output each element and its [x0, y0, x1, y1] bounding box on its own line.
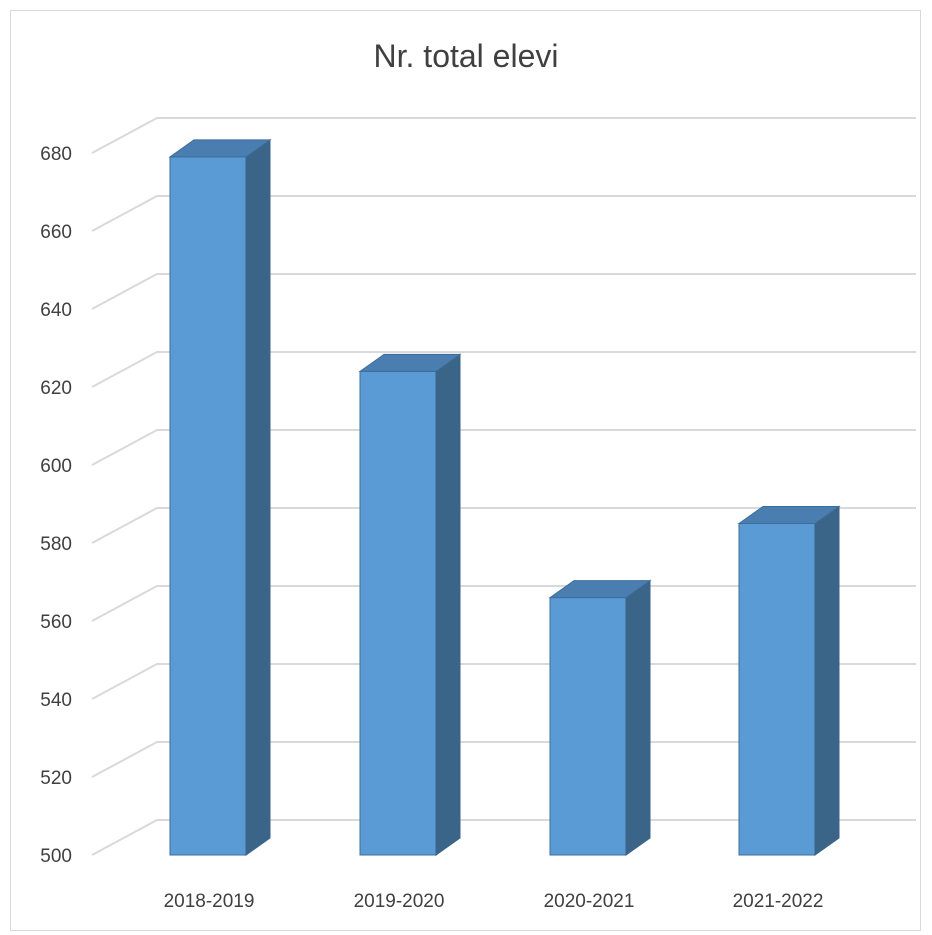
- gridline: [91, 585, 916, 622]
- y-tick-label: 520: [40, 768, 72, 789]
- y-tick-label: 640: [40, 300, 72, 321]
- gridline: [91, 429, 916, 466]
- bar-front: [549, 597, 627, 856]
- y-tick-label: 540: [40, 690, 72, 711]
- bar-front: [359, 370, 437, 856]
- x-axis-ticks: 2018-2019 2019-2020 2020-2021 2021-2022: [164, 891, 824, 912]
- bar: [737, 505, 841, 856]
- y-tick-label: 680: [40, 144, 72, 165]
- x-tick-label: 2018-2019: [164, 891, 255, 912]
- bar: [548, 579, 652, 856]
- bars: [168, 138, 841, 856]
- bar-side: [814, 505, 840, 856]
- gridline: [91, 819, 916, 856]
- bar-top: [358, 353, 462, 372]
- y-tick-label: 600: [40, 456, 72, 477]
- bar-front: [738, 523, 816, 856]
- gridline: [91, 741, 916, 778]
- gridline: [91, 663, 916, 700]
- x-tick-label: 2021-2022: [733, 891, 824, 912]
- y-tick-label: 620: [40, 378, 72, 399]
- bar-top: [737, 506, 841, 524]
- gridline: [91, 273, 916, 310]
- bar-top: [548, 580, 652, 599]
- gridline: [91, 117, 916, 154]
- bar-side: [245, 138, 271, 856]
- gridline: [91, 195, 916, 232]
- gridline: [91, 351, 916, 388]
- y-tick-label: 560: [40, 612, 72, 633]
- y-axis-ticks: 500 520 540 560 580 600 620 640 660 680: [40, 144, 72, 867]
- x-tick-label: 2019-2020: [354, 891, 445, 912]
- gridline: [91, 507, 916, 544]
- y-tick-label: 660: [40, 222, 72, 243]
- bar-side: [625, 579, 651, 856]
- chart-title: Nr. total elevi: [373, 38, 559, 74]
- bar: [358, 353, 462, 856]
- bar: [168, 138, 272, 856]
- bar-front: [169, 156, 247, 856]
- bar-side: [435, 353, 461, 856]
- bar-top: [168, 139, 272, 158]
- y-tick-label: 580: [40, 534, 72, 555]
- gridlines: [91, 117, 916, 856]
- x-tick-label: 2020-2021: [544, 891, 635, 912]
- y-tick-label: 500: [40, 846, 72, 867]
